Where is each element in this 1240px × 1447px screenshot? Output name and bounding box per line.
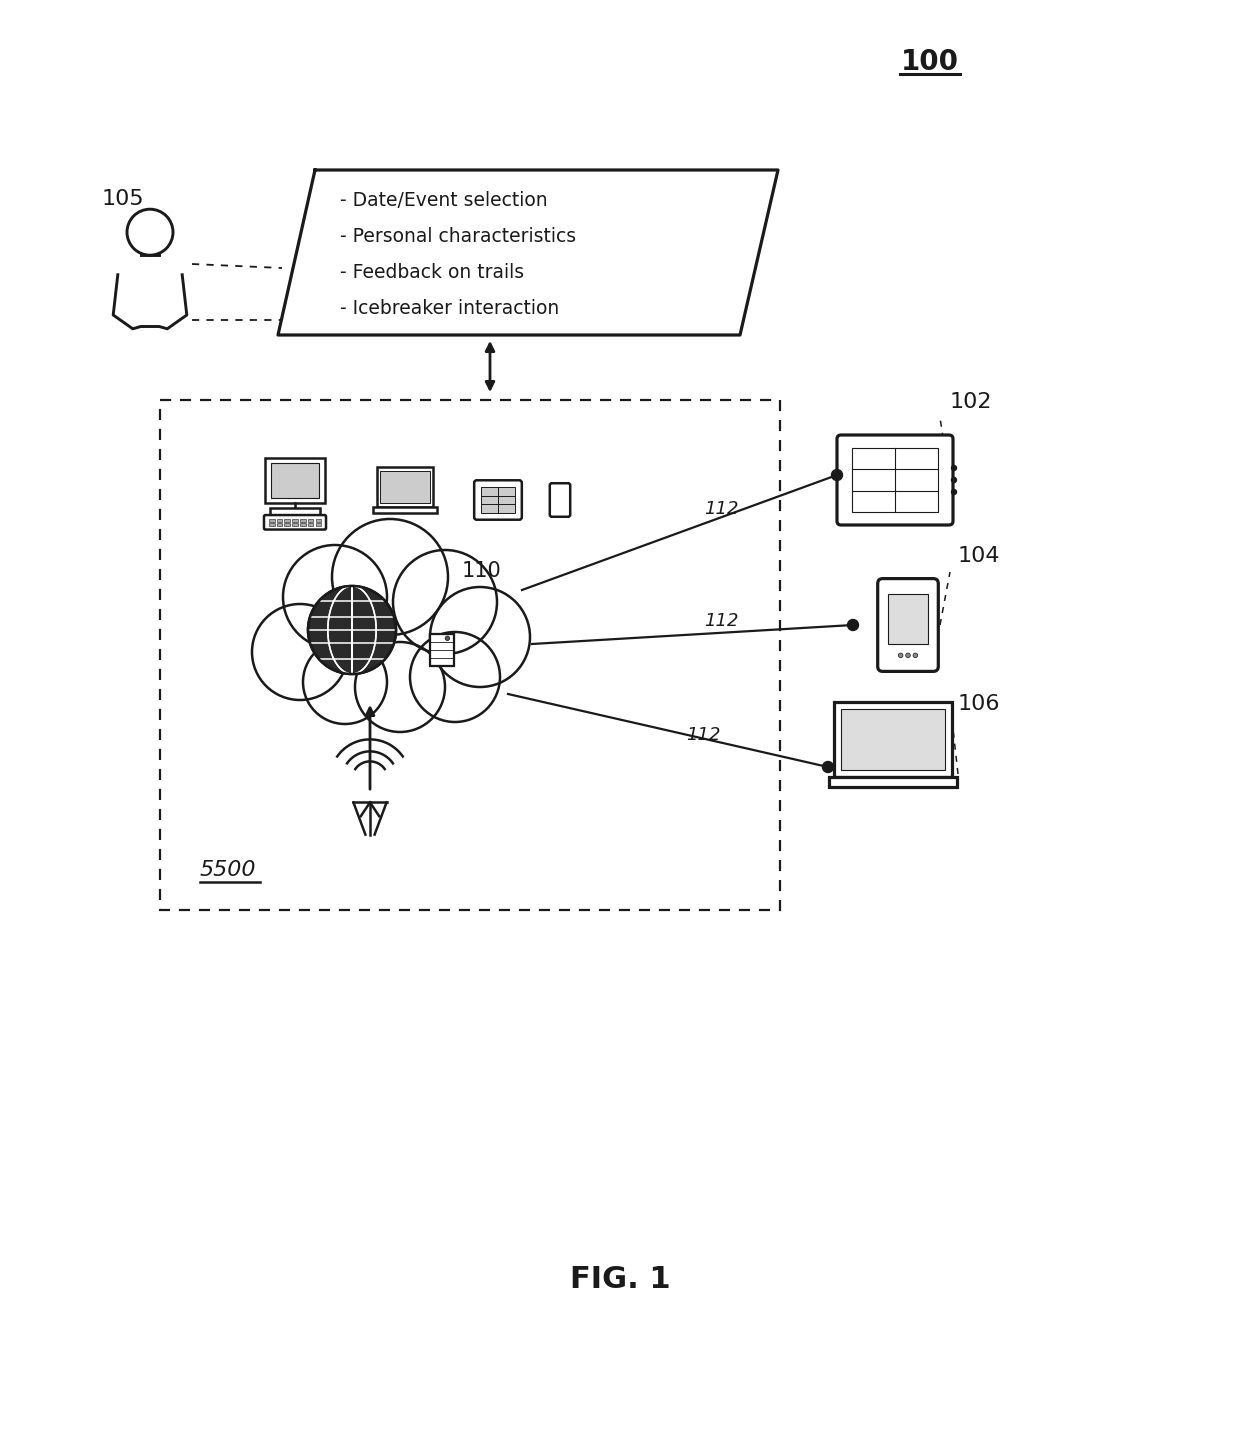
FancyBboxPatch shape: [837, 436, 954, 525]
Bar: [269, 519, 274, 522]
Bar: [830, 777, 957, 787]
Text: FIG. 1: FIG. 1: [569, 1266, 671, 1295]
FancyBboxPatch shape: [474, 480, 522, 519]
Circle shape: [898, 653, 903, 657]
Text: 112: 112: [686, 726, 720, 745]
Bar: [377, 467, 433, 506]
Circle shape: [847, 619, 858, 631]
Circle shape: [951, 478, 956, 482]
Text: - Date/Event selection: - Date/Event selection: [340, 191, 548, 210]
Bar: [300, 519, 305, 522]
Bar: [888, 595, 928, 644]
Circle shape: [252, 603, 348, 700]
Circle shape: [393, 550, 497, 654]
Text: 106: 106: [959, 695, 1001, 713]
Bar: [373, 506, 436, 514]
Bar: [381, 470, 429, 504]
Bar: [315, 524, 321, 527]
FancyBboxPatch shape: [549, 483, 570, 517]
Circle shape: [951, 489, 956, 495]
Circle shape: [410, 632, 500, 722]
Bar: [293, 524, 298, 527]
Bar: [277, 524, 283, 527]
Text: 105: 105: [102, 190, 145, 208]
Bar: [841, 709, 945, 770]
FancyBboxPatch shape: [264, 515, 326, 530]
Bar: [481, 486, 516, 514]
Circle shape: [303, 640, 387, 724]
Circle shape: [430, 587, 529, 687]
Circle shape: [905, 653, 910, 657]
Bar: [430, 634, 454, 666]
Text: - Icebreaker interaction: - Icebreaker interaction: [340, 298, 559, 317]
FancyBboxPatch shape: [878, 579, 939, 671]
Bar: [284, 524, 290, 527]
Bar: [270, 508, 320, 515]
Bar: [315, 519, 321, 522]
Circle shape: [332, 519, 448, 635]
Text: 104: 104: [959, 546, 1001, 566]
Bar: [269, 524, 274, 527]
Circle shape: [445, 637, 450, 641]
Circle shape: [913, 653, 918, 657]
Text: - Feedback on trails: - Feedback on trails: [340, 262, 525, 282]
Circle shape: [822, 761, 833, 773]
Bar: [852, 449, 939, 512]
Bar: [160, 399, 780, 910]
Text: 100: 100: [901, 48, 959, 77]
Bar: [835, 702, 952, 777]
Bar: [270, 463, 319, 498]
Bar: [300, 524, 305, 527]
Text: 102: 102: [950, 392, 992, 412]
Text: 110: 110: [463, 561, 502, 582]
Bar: [284, 519, 290, 522]
Ellipse shape: [280, 587, 500, 687]
Bar: [265, 457, 325, 504]
Bar: [308, 519, 314, 522]
Text: 112: 112: [704, 501, 739, 518]
Bar: [277, 519, 283, 522]
Circle shape: [283, 546, 387, 650]
Text: 5500: 5500: [200, 860, 257, 880]
Circle shape: [951, 466, 956, 470]
Circle shape: [308, 586, 396, 674]
Bar: [293, 519, 298, 522]
Text: - Personal characteristics: - Personal characteristics: [340, 227, 577, 246]
Bar: [308, 524, 314, 527]
Circle shape: [832, 469, 842, 480]
Circle shape: [355, 642, 445, 732]
Text: 112: 112: [704, 612, 739, 631]
